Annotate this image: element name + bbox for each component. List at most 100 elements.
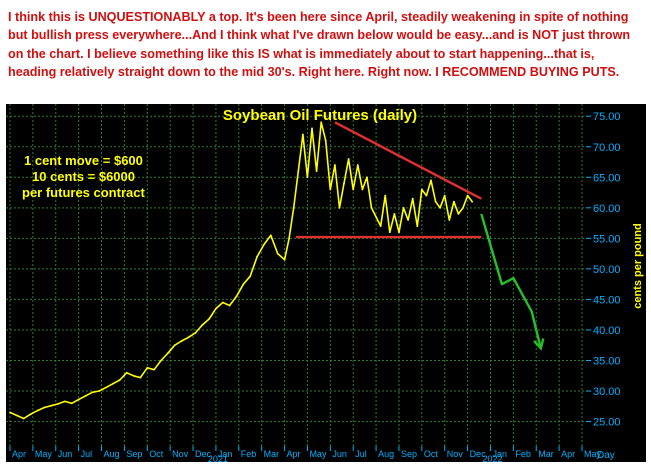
- x-tick-label: Jun: [332, 449, 347, 459]
- price-point: [416, 225, 419, 228]
- price-point: [384, 194, 387, 197]
- price-point: [320, 121, 323, 124]
- price-series-line: [9, 121, 473, 420]
- price-point: [187, 336, 190, 339]
- x-tick-label: Feb: [515, 449, 531, 459]
- x-tick-label: Sep: [401, 449, 417, 459]
- price-point: [153, 368, 156, 371]
- y-tick-label: 55.00: [593, 233, 621, 245]
- projection-path: [480, 213, 542, 349]
- price-point: [77, 398, 80, 401]
- price-point: [249, 275, 252, 278]
- price-point: [22, 417, 25, 420]
- y-tick-label: 70.00: [593, 142, 621, 154]
- price-point: [215, 307, 217, 310]
- price-point: [375, 216, 377, 218]
- x-tick-label: Dec: [195, 449, 212, 459]
- x-tick-label: Oct: [149, 449, 164, 459]
- price-point: [112, 382, 114, 385]
- price-point: [471, 200, 474, 203]
- price-point: [407, 219, 410, 221]
- price-point: [297, 170, 300, 173]
- price-point: [370, 206, 373, 209]
- x-tick-label: Jan: [218, 449, 233, 459]
- x-tick-label: Apr: [12, 449, 26, 459]
- y-tick-label: 75.00: [593, 111, 621, 123]
- price-point: [57, 402, 59, 405]
- price-point: [235, 295, 238, 298]
- price-point: [333, 164, 336, 166]
- price-point: [64, 400, 66, 403]
- price-point: [208, 318, 210, 320]
- price-point: [356, 164, 359, 166]
- year-label: 2021: [208, 454, 228, 464]
- price-point: [462, 206, 464, 209]
- commentary-text: I think this is UNQUESTIONABLY a top. It…: [8, 10, 631, 80]
- y-tick-label: 40.00: [593, 325, 621, 337]
- x-tick-label: Oct: [424, 449, 439, 459]
- y-tick-label: 65.00: [593, 172, 621, 184]
- y-tick-label: 60.00: [593, 203, 621, 215]
- x-tick-label: Aug: [104, 449, 120, 459]
- x-tick-label: Aug: [378, 449, 394, 459]
- x-tick-label: Nov: [172, 449, 189, 459]
- price-point: [292, 206, 295, 209]
- x-tick-label: Jul: [355, 449, 367, 459]
- price-point: [306, 176, 309, 179]
- y-tick-label: 30.00: [593, 386, 621, 398]
- time-axis-panel: [6, 446, 646, 462]
- price-point: [139, 376, 142, 379]
- price-point: [338, 206, 341, 209]
- x-tick-label: Feb: [241, 449, 257, 459]
- price-point: [425, 194, 428, 197]
- price-point: [393, 213, 396, 215]
- price-point: [402, 206, 405, 209]
- price-point: [146, 366, 149, 369]
- contract-note-1: 1 cent move = $600: [24, 153, 143, 168]
- resistance-line: [334, 121, 482, 200]
- y-axis-label: cents per pound: [632, 223, 644, 309]
- price-point: [105, 386, 107, 389]
- x-tick-label: May: [584, 449, 602, 459]
- y-tick-label: 25.00: [593, 417, 621, 429]
- price-axis-panel: [586, 104, 646, 446]
- price-point: [194, 332, 197, 334]
- y-tick-label: 45.00: [593, 294, 621, 306]
- x-tick-label: May: [35, 449, 53, 459]
- chart-title: Soybean Oil Futures (daily): [222, 107, 418, 124]
- price-point: [70, 402, 73, 405]
- projection-arrowhead: [533, 338, 545, 351]
- price-point: [91, 391, 94, 394]
- price-point: [173, 344, 176, 347]
- price-point: [398, 231, 400, 234]
- price-point: [276, 252, 279, 255]
- price-point: [242, 283, 245, 286]
- price-point: [9, 411, 11, 414]
- y-tick-label: 50.00: [593, 264, 621, 276]
- price-point: [98, 390, 101, 392]
- contract-note-2: 10 cents = $6000: [32, 169, 135, 184]
- price-point: [448, 219, 451, 221]
- x-tick-label: Apr: [287, 449, 301, 459]
- x-tick-label: May: [309, 449, 327, 459]
- price-point: [43, 406, 46, 409]
- price-point: [263, 243, 265, 246]
- x-axis-label: Day: [597, 450, 615, 461]
- x-tick-label: Sep: [126, 449, 142, 459]
- price-point: [125, 371, 128, 374]
- price-point: [29, 413, 32, 416]
- price-point: [343, 182, 345, 185]
- year-label: 2022: [482, 454, 502, 464]
- price-point: [329, 188, 332, 191]
- price-point: [50, 404, 53, 407]
- price-point: [228, 304, 231, 307]
- price-point: [256, 255, 259, 258]
- price-point: [288, 237, 291, 240]
- price-point: [201, 324, 204, 326]
- price-point: [352, 188, 355, 191]
- price-point: [283, 258, 286, 261]
- price-point: [361, 188, 364, 191]
- price-point: [420, 188, 423, 191]
- price-point: [443, 194, 446, 197]
